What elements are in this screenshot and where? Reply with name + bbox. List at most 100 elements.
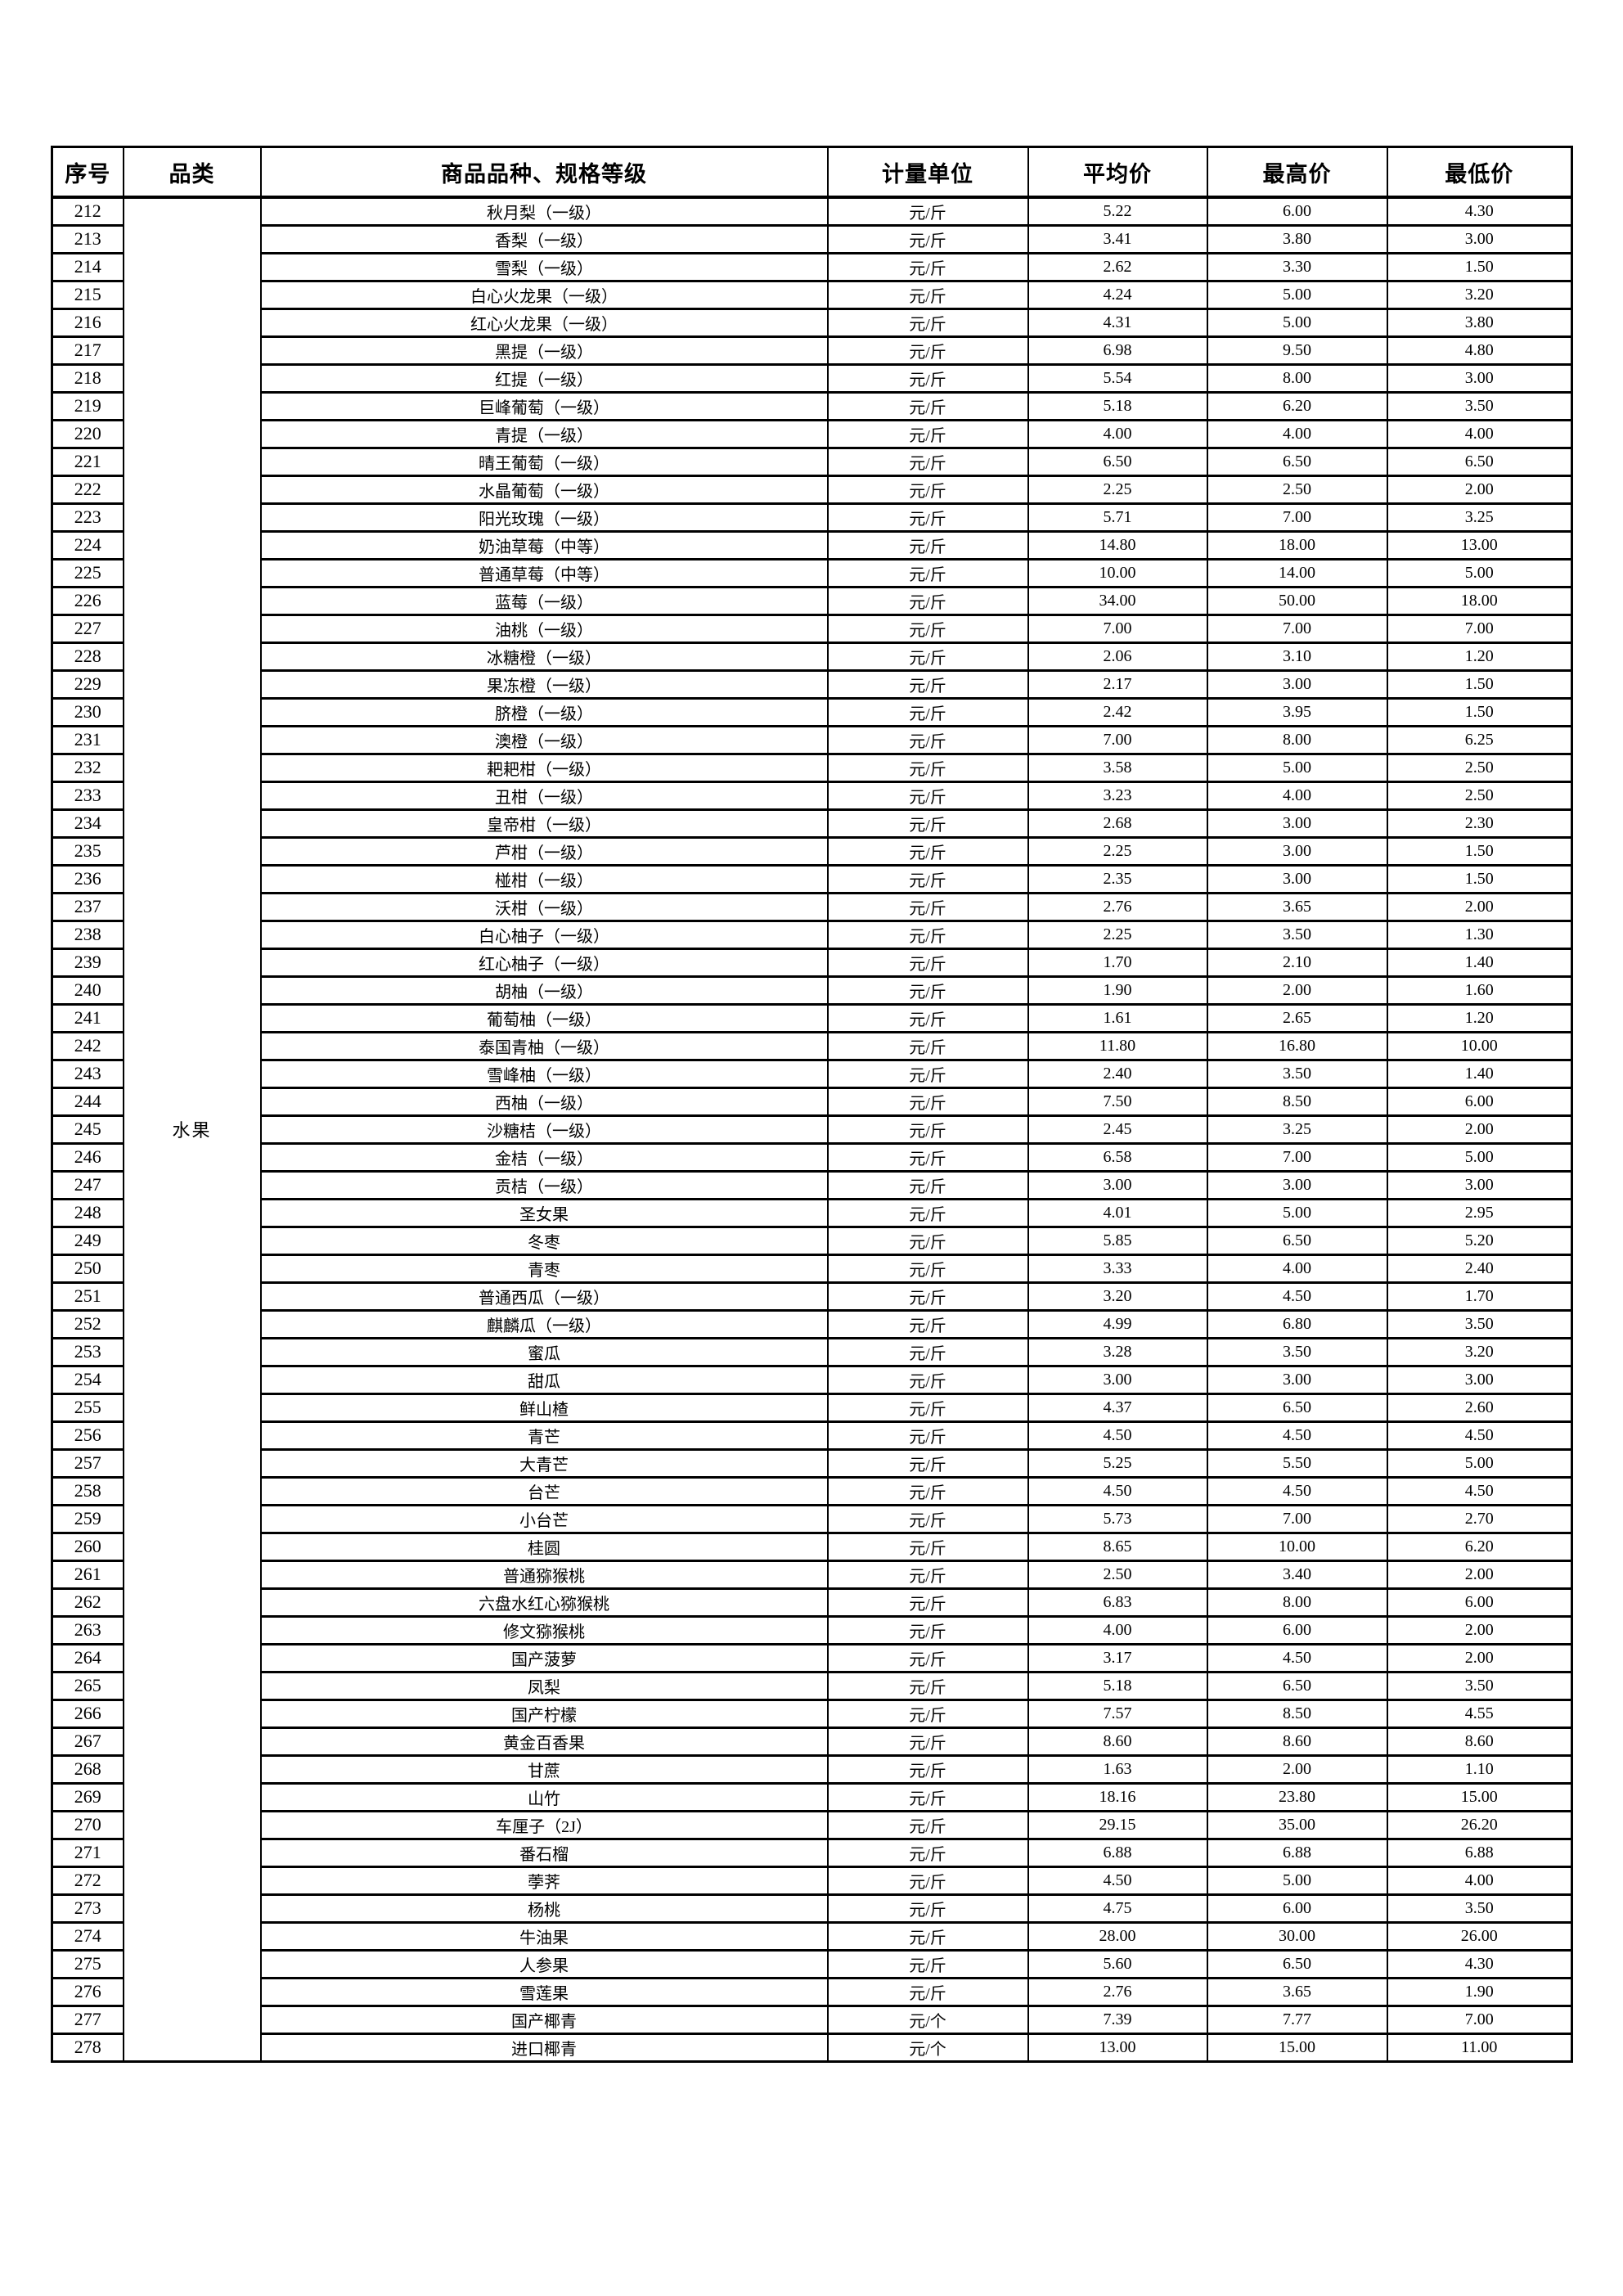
price-table: 序号 品类 商品品种、规格等级 计量单位 平均价 最高价 最低价 212 水果 秋月… [51,146,1573,2063]
avg-price-cell: 8.65 [1027,1531,1208,1562]
row-index-cell: 244 [51,1086,124,1117]
unit-cell: 元/斤 [826,835,1029,867]
avg-price-cell: 3.17 [1027,1642,1208,1673]
product-cell: 耙耙柑（一级） [259,752,829,783]
avg-price-cell: 8.60 [1027,1726,1208,1757]
max-price-cell: 7.77 [1206,2004,1388,2035]
product-cell: 国产柠檬 [259,1698,829,1729]
unit-cell: 元/斤 [826,1754,1029,1785]
unit-cell: 元/斤 [826,1642,1029,1673]
max-price-cell: 4.00 [1206,780,1388,811]
unit-cell: 元/斤 [826,1420,1029,1451]
unit-cell: 元/斤 [826,863,1029,894]
unit-cell: 元/斤 [826,307,1029,338]
product-cell: 普通猕猴桃 [259,1559,829,1590]
product-cell: 红心火龙果（一级） [259,307,829,338]
table-row: 273 杨桃 元/斤 4.75 6.00 3.50 [51,1893,1573,1924]
table-row: 255 鲜山楂 元/斤 4.37 6.50 2.60 [51,1392,1573,1423]
min-price-cell: 1.50 [1386,251,1573,282]
max-price-cell: 3.50 [1206,1058,1388,1089]
table-row: 222 水晶葡萄（一级） 元/斤 2.25 2.50 2.00 [51,474,1573,505]
unit-cell: 元/斤 [826,1281,1029,1312]
table-row: 278 进口椰青 元/个 13.00 15.00 11.00 [51,2032,1573,2063]
min-price-cell: 4.80 [1386,335,1573,366]
avg-price-cell: 7.00 [1027,724,1208,755]
product-cell: 六盘水红心猕猴桃 [259,1587,829,1618]
unit-cell: 元/斤 [826,335,1029,366]
avg-price-cell: 2.40 [1027,1058,1208,1089]
avg-price-cell: 6.83 [1027,1587,1208,1618]
max-price-cell: 3.65 [1206,1976,1388,2007]
product-cell: 黄金百香果 [259,1726,829,1757]
max-price-cell: 10.00 [1206,1531,1388,1562]
product-cell: 白心火龙果（一级） [259,279,829,310]
unit-cell: 元/斤 [826,1837,1029,1868]
table-row: 259 小台芒 元/斤 5.73 7.00 2.70 [51,1503,1573,1534]
max-price-cell: 3.00 [1206,808,1388,839]
min-price-cell: 1.40 [1386,1058,1573,1089]
table-row: 248 圣女果 元/斤 4.01 5.00 2.95 [51,1197,1573,1228]
avg-price-cell: 1.61 [1027,1002,1208,1033]
row-index-cell: 223 [51,502,124,533]
avg-price-cell: 3.23 [1027,780,1208,811]
product-cell: 晴王葡萄（一级） [259,446,829,477]
unit-cell: 元/斤 [826,891,1029,922]
row-index-cell: 247 [51,1169,124,1200]
min-price-cell: 4.50 [1386,1420,1573,1451]
product-cell: 国产菠萝 [259,1642,829,1673]
row-index-cell: 264 [51,1642,124,1673]
unit-cell: 元/斤 [826,557,1029,588]
col-header-avg-price: 平均价 [1027,146,1208,199]
max-price-cell: 3.00 [1206,1364,1388,1395]
avg-price-cell: 5.60 [1027,1948,1208,1979]
avg-price-cell: 5.18 [1027,390,1208,421]
category-cell: 水果 [122,196,262,2063]
row-index-cell: 248 [51,1197,124,1228]
unit-cell: 元/斤 [826,502,1029,533]
row-index-cell: 236 [51,863,124,894]
unit-cell: 元/斤 [826,1531,1029,1562]
max-price-cell: 3.00 [1206,669,1388,700]
avg-price-cell: 3.41 [1027,223,1208,254]
table-row: 271 番石榴 元/斤 6.88 6.88 6.88 [51,1837,1573,1868]
min-price-cell: 2.95 [1386,1197,1573,1228]
product-cell: 奶油草莓（中等） [259,529,829,560]
product-cell: 葡萄柚（一级） [259,1002,829,1033]
row-index-cell: 251 [51,1281,124,1312]
avg-price-cell: 2.25 [1027,474,1208,505]
row-index-cell: 216 [51,307,124,338]
row-index-cell: 275 [51,1948,124,1979]
table-row: 275 人参果 元/斤 5.60 6.50 4.30 [51,1948,1573,1979]
avg-price-cell: 3.33 [1027,1253,1208,1284]
min-price-cell: 1.20 [1386,641,1573,672]
row-index-cell: 222 [51,474,124,505]
avg-price-cell: 2.25 [1027,919,1208,950]
table-row: 216 红心火龙果（一级） 元/斤 4.31 5.00 3.80 [51,307,1573,338]
min-price-cell: 2.40 [1386,1253,1573,1284]
table-row: 232 耙耙柑（一级） 元/斤 3.58 5.00 2.50 [51,752,1573,783]
unit-cell: 元/斤 [826,1920,1029,1952]
row-index-cell: 249 [51,1225,124,1256]
min-price-cell: 5.00 [1386,1141,1573,1173]
min-price-cell: 3.50 [1386,1308,1573,1339]
min-price-cell: 1.50 [1386,835,1573,867]
min-price-cell: 7.00 [1386,613,1573,644]
avg-price-cell: 4.50 [1027,1475,1208,1506]
table-row: 212 水果 秋月梨（一级） 元/斤 5.22 6.00 4.30 [51,196,1573,2063]
product-cell: 丑柑（一级） [259,780,829,811]
table-row: 218 红提（一级） 元/斤 5.54 8.00 3.00 [51,362,1573,394]
avg-price-cell: 7.57 [1027,1698,1208,1729]
unit-cell: 元/斤 [826,418,1029,449]
avg-price-cell: 7.39 [1027,2004,1208,2035]
min-price-cell: 5.20 [1386,1225,1573,1256]
table-row: 272 荸荠 元/斤 4.50 5.00 4.00 [51,1865,1573,1896]
unit-cell: 元/斤 [826,808,1029,839]
unit-cell: 元/斤 [826,724,1029,755]
unit-cell: 元/斤 [826,1726,1029,1757]
table-row: 230 脐橙（一级） 元/斤 2.42 3.95 1.50 [51,696,1573,727]
product-cell: 皇帝柑（一级） [259,808,829,839]
row-index-cell: 235 [51,835,124,867]
avg-price-cell: 1.70 [1027,947,1208,978]
table-row: 240 胡柚（一级） 元/斤 1.90 2.00 1.60 [51,975,1573,1006]
